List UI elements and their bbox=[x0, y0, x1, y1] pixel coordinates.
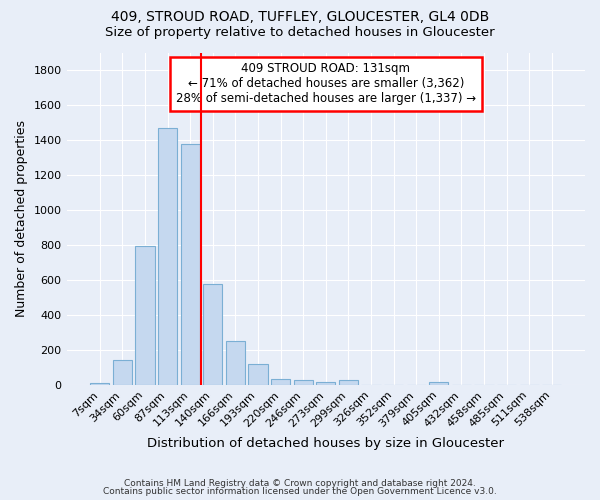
Bar bbox=[113, 360, 132, 385]
Bar bbox=[203, 284, 223, 385]
Bar bbox=[271, 378, 290, 385]
Text: Contains public sector information licensed under the Open Government Licence v3: Contains public sector information licen… bbox=[103, 487, 497, 496]
Bar bbox=[90, 382, 109, 385]
Text: 409, STROUD ROAD, TUFFLEY, GLOUCESTER, GL4 0DB: 409, STROUD ROAD, TUFFLEY, GLOUCESTER, G… bbox=[111, 10, 489, 24]
Bar bbox=[136, 246, 155, 385]
Bar bbox=[293, 380, 313, 385]
Text: Contains HM Land Registry data © Crown copyright and database right 2024.: Contains HM Land Registry data © Crown c… bbox=[124, 478, 476, 488]
Bar bbox=[181, 144, 200, 385]
Bar bbox=[248, 364, 268, 385]
Bar bbox=[339, 380, 358, 385]
Text: 409 STROUD ROAD: 131sqm
← 71% of detached houses are smaller (3,362)
28% of semi: 409 STROUD ROAD: 131sqm ← 71% of detache… bbox=[176, 62, 476, 106]
Bar bbox=[226, 342, 245, 385]
Bar bbox=[316, 382, 335, 385]
X-axis label: Distribution of detached houses by size in Gloucester: Distribution of detached houses by size … bbox=[147, 437, 504, 450]
Bar bbox=[158, 128, 177, 385]
Text: Size of property relative to detached houses in Gloucester: Size of property relative to detached ho… bbox=[105, 26, 495, 39]
Bar bbox=[429, 382, 448, 385]
Y-axis label: Number of detached properties: Number of detached properties bbox=[15, 120, 28, 317]
